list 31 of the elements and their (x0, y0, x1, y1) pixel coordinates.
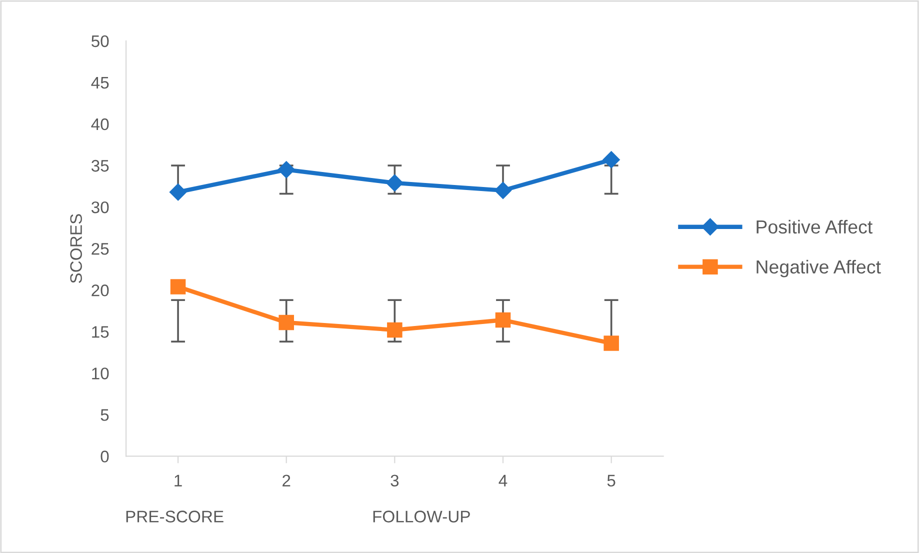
text: PRE-SCORE (126, 510, 224, 522)
y-tick-label: 50 (92, 35, 109, 48)
point (387, 322, 402, 338)
point (386, 174, 404, 192)
y-tick-label: 35 (91, 160, 109, 172)
x-tick-label: 2 (282, 474, 290, 486)
point (169, 184, 187, 201)
y-tick-label: 15 (92, 326, 109, 338)
legend-label: Negative Affect (756, 260, 881, 278)
y-tick-label: 40 (91, 118, 109, 130)
y-tick-label: 5 (100, 409, 109, 421)
point (495, 312, 511, 328)
point (494, 182, 512, 199)
point (278, 314, 294, 330)
y-tick-label: 0 (100, 450, 109, 462)
point (602, 151, 620, 168)
y-axis-title: SCORES (70, 214, 82, 284)
y-tick-label: 20 (92, 284, 109, 296)
text: FOLLOW-UP (373, 510, 470, 522)
legend-label: Positive Affect (756, 220, 872, 234)
y-tick-label: 30 (91, 201, 109, 214)
x-tick-label: 4 (498, 474, 508, 486)
point (278, 161, 295, 178)
y-tick-label: 10 (92, 368, 109, 380)
x-tick-label: 3 (390, 474, 399, 487)
x-tick-label: 1 (174, 474, 182, 486)
x-tick-label: 5 (607, 474, 616, 487)
y-tick-label: 25 (92, 242, 109, 255)
point (170, 279, 186, 294)
point (604, 336, 619, 351)
y-tick-label: 45 (91, 77, 109, 89)
